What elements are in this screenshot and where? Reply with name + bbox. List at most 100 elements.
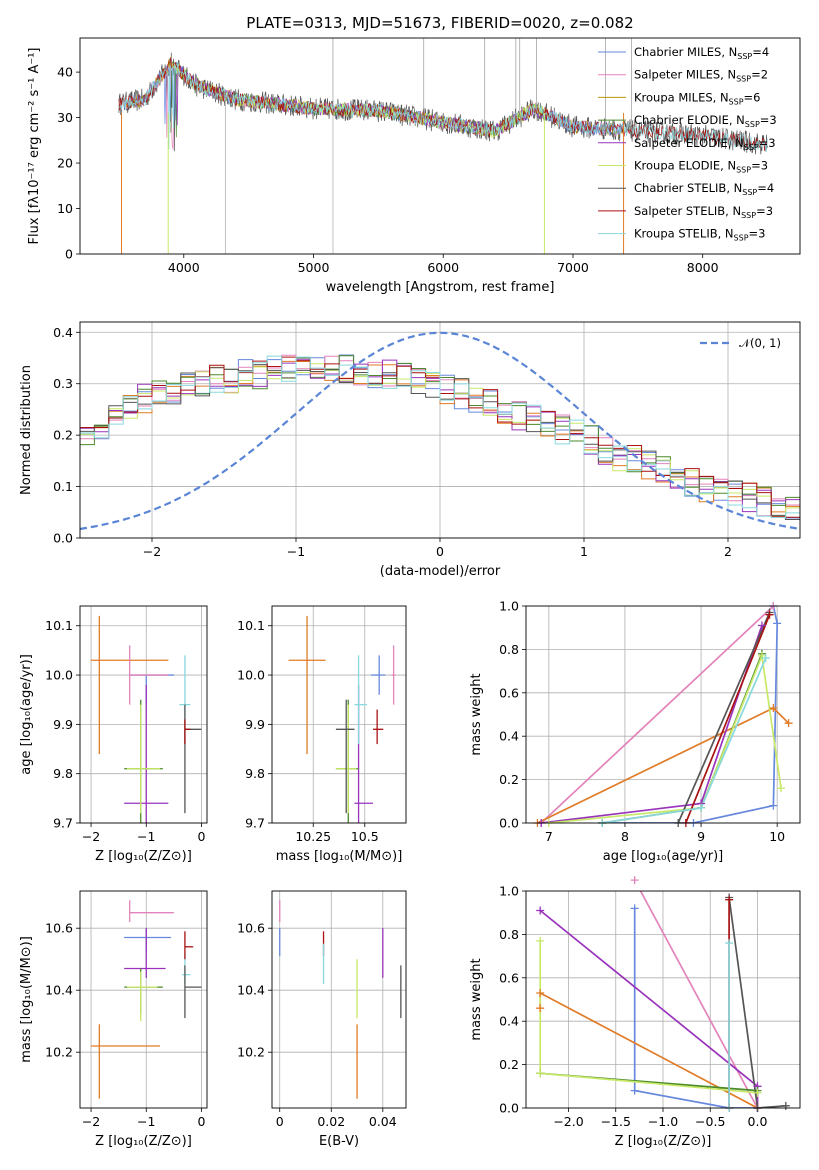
plot-area xyxy=(80,891,207,1108)
y-tick-label: 10.2 xyxy=(237,1045,265,1060)
legend-text: =4 xyxy=(757,181,774,195)
panel-mass_vs_ebv: 0 0.02 0.04 10.2 10.4 10.6 E(B-V) xyxy=(237,890,407,1149)
plot-area xyxy=(118,38,768,254)
x-tick-label: 4000 xyxy=(168,260,200,275)
legend-text: =3 xyxy=(749,227,766,241)
x-axis-label: (data-model)/error xyxy=(380,564,501,579)
y-tick-label: 10.0 xyxy=(45,668,73,683)
x-tick-label: −0.5 xyxy=(695,1114,725,1129)
x-tick-label: 9 xyxy=(697,829,705,844)
x-tick-label: 8000 xyxy=(687,260,719,275)
weight-series xyxy=(601,653,763,823)
weight-series xyxy=(602,606,779,823)
y-tick-label: 0.4 xyxy=(53,325,73,340)
y-tick-label: 9.8 xyxy=(245,766,265,781)
y-tick-label: 10.6 xyxy=(45,921,73,936)
y-tick-label: 9.9 xyxy=(53,717,73,732)
y-tick-label: 0.8 xyxy=(499,927,519,942)
histogram-series xyxy=(80,355,800,520)
weight-series xyxy=(539,991,758,1108)
spectrum-series-0 xyxy=(123,58,625,136)
x-tick-label: −1 xyxy=(137,1114,155,1129)
y-axis-label: mass [log₁₀(M/M⊙)] xyxy=(19,936,34,1063)
y-tick-label: 0.6 xyxy=(499,685,519,700)
x-tick-label: −1 xyxy=(137,829,155,844)
panel-weight_vs_age: 7 8 9 10 0.0 0.2 0.4 0.6 0.8 1.0 age [log₁₀(age/yr… xyxy=(469,599,801,864)
axes-frame xyxy=(271,890,407,1109)
x-tick-label: 0 xyxy=(276,1114,284,1129)
weight-series xyxy=(540,606,774,823)
legend-subscript: SSP xyxy=(745,120,760,129)
axes-frame xyxy=(525,890,801,1109)
x-tick-label: 0 xyxy=(436,544,444,559)
plus-marker xyxy=(697,803,706,812)
weight-series xyxy=(728,897,786,1108)
axes-frame xyxy=(79,321,801,539)
plus-marker xyxy=(725,939,734,948)
plus-marker xyxy=(784,719,793,728)
histogram-series xyxy=(80,354,800,517)
legend-text: Salpeter ELODIE, N xyxy=(634,136,744,150)
legend-subscript: SSP xyxy=(737,52,752,61)
plus-marker xyxy=(765,610,774,619)
x-tick-label: −2.0 xyxy=(553,1114,583,1129)
plus-marker xyxy=(757,621,766,630)
plus-marker xyxy=(769,703,778,712)
y-tick-label: 10.4 xyxy=(45,983,73,998)
legend-text: =3 xyxy=(759,136,776,150)
y-tick-label: 9.7 xyxy=(53,816,73,831)
x-tick-label: −2 xyxy=(82,1114,100,1129)
y-tick-label: 0.1 xyxy=(53,479,73,494)
weight-series xyxy=(601,657,767,823)
y-axis-label: mass weight xyxy=(469,958,484,1040)
plot-area xyxy=(272,606,406,823)
x-axis-label: wavelength [Angstrom, rest frame] xyxy=(326,280,555,295)
y-tick-label: 0.4 xyxy=(499,1014,519,1029)
plus-marker xyxy=(725,895,734,904)
axes-frame xyxy=(79,605,208,824)
y-tick-label: 1.0 xyxy=(499,884,519,899)
x-axis-label: Z [log₁₀(Z/Z⊙)] xyxy=(95,849,192,864)
legend-text: =3 xyxy=(751,159,768,173)
y-tick-label: 10.1 xyxy=(45,618,73,633)
panel-mass_vs_Z: −2 −1 0 10.2 10.4 10.6 Z [log₁₀(Z/Z⊙)] mass [lo… xyxy=(19,890,208,1149)
legend: 𝒩(0, 1) xyxy=(700,336,781,350)
plus-marker xyxy=(536,936,545,945)
plus-marker xyxy=(536,1069,545,1078)
panel-weight_vs_Z: −2.0 −1.5 −1.0 −0.5 0.0 0.0 0.2 0.4 0.6 0.8 1.0 Z [… xyxy=(469,876,801,1149)
plot-area xyxy=(526,891,800,1108)
y-tick-label: 1.0 xyxy=(499,599,519,614)
plot-area xyxy=(80,322,800,538)
x-tick-label: 6000 xyxy=(427,260,459,275)
legend-entry: Kroupa MILES, NSSP=6 xyxy=(634,90,760,106)
x-tick-label: 10 xyxy=(769,829,785,844)
legend-entry: Salpeter ELODIE, NSSP=3 xyxy=(634,136,776,152)
y-tick-label: 0.0 xyxy=(53,531,73,546)
plus-marker xyxy=(761,654,770,663)
legend-entry: Salpeter STELIB, NSSP=3 xyxy=(634,204,773,220)
y-tick-label: 0.2 xyxy=(499,772,519,787)
weight-series xyxy=(685,614,771,823)
histogram-series xyxy=(80,360,800,513)
x-tick-label: 10.5 xyxy=(351,829,379,844)
legend-entry: Chabrier ELODIE, NSSP=3 xyxy=(634,113,777,129)
legend-subscript: SSP xyxy=(744,143,759,152)
y-tick-label: 10.2 xyxy=(45,1045,73,1060)
legend-subscript: SSP xyxy=(734,234,749,243)
spectrum-series-7 xyxy=(118,57,768,151)
legend-text: Chabrier ELODIE, N xyxy=(634,113,745,127)
x-tick-label: 8 xyxy=(621,829,629,844)
y-tick-label: 10 xyxy=(57,201,73,216)
legend-subscript: SSP xyxy=(742,188,757,197)
legend-entry: Chabrier STELIB, NSSP=4 xyxy=(634,181,774,197)
weight-series xyxy=(677,612,771,823)
y-tick-label: 0.3 xyxy=(53,376,73,391)
plus-marker xyxy=(630,876,639,885)
legend-entry: 𝒩(0, 1) xyxy=(739,336,781,350)
legend-entry: Chabrier MILES, NSSP=4 xyxy=(634,45,769,61)
x-tick-label: 0.04 xyxy=(369,1114,397,1129)
panel-spectrum: 4000 5000 6000 7000 8000 0 10 20 30 40 wavelength … xyxy=(27,37,801,295)
weight-series xyxy=(539,940,758,1094)
y-axis-label: age [log₁₀(age/yr)] xyxy=(19,654,34,775)
x-tick-label: 0.0 xyxy=(748,1114,768,1129)
